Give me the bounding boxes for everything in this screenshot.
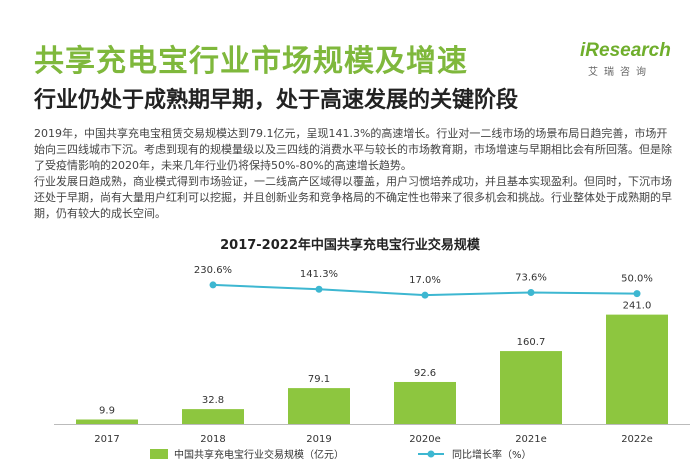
paragraph-1: 2019年，中国共享充电宝租赁交易规模达到79.1亿元，呈现141.3%的高速增…: [34, 127, 672, 172]
growth-label-2019: 141.3%: [300, 269, 338, 280]
iresearch-logo: iResearch 艾瑞咨询: [578, 40, 674, 78]
x-tick-2018: 2018: [200, 434, 225, 445]
growth-label-2020e: 17.0%: [409, 275, 441, 286]
legend-bar-swatch: [150, 449, 168, 459]
page-title: 共享充电宝行业市场规模及增速: [34, 44, 468, 79]
growth-label-2018: 230.6%: [194, 265, 232, 276]
bar-label-2022e: 241.0: [623, 301, 652, 312]
legend-bar-label: 中国共享充电宝行业交易规模（亿元）: [174, 448, 344, 461]
logo-text: iResearch: [580, 40, 671, 61]
bar-2021e: [500, 351, 562, 424]
growth-point-2019: [315, 285, 323, 293]
legend-line-marker: [427, 450, 435, 458]
bar-label-2019: 79.1: [308, 374, 330, 385]
growth-point-2018: [209, 281, 217, 289]
paragraph-2: 行业发展日趋成熟，商业模式得到市场验证，一二线高产区域得以覆盖，用户习惯培养成功…: [34, 175, 672, 220]
legend-line-label: 同比增长率（%）: [452, 448, 532, 461]
x-tick-2019: 2019: [306, 434, 331, 445]
growth-label-2021e: 73.6%: [515, 272, 547, 283]
x-tick-2017: 2017: [94, 434, 119, 445]
bar-2017: [76, 419, 138, 424]
growth-label-2022e: 50.0%: [621, 274, 653, 285]
bar-2019: [288, 388, 350, 424]
chart: 9.9 2017 32.8 2018 79.1 2019 92.6 2020e 160.7 202…: [54, 265, 690, 461]
bar-2022e: [606, 314, 668, 424]
bar-label-2018: 32.8: [202, 395, 224, 406]
bar-2018: [182, 409, 244, 424]
chart-title: 2017-2022年中国共享充电宝行业交易规模: [220, 238, 480, 253]
bar-label-2021e: 160.7: [517, 337, 546, 348]
growth-point-2022e: [633, 290, 641, 298]
growth-point-2021e: [527, 288, 535, 296]
bar-2020e: [394, 381, 456, 424]
x-tick-2021e: 2021e: [515, 434, 547, 445]
logo-subtext: 艾瑞咨询: [588, 67, 652, 78]
bar-label-2020e: 92.6: [414, 368, 436, 379]
description-text: 2019年，中国共享充电宝租赁交易规模达到79.1亿元，呈现141.3%的高速增…: [34, 126, 674, 222]
x-tick-2022e: 2022e: [621, 434, 653, 445]
bar-label-2017: 9.9: [99, 406, 115, 417]
growth-point-2020e: [421, 291, 429, 299]
page-subtitle: 行业仍处于成熟期早期，处于高速发展的关键阶段: [34, 88, 519, 113]
x-tick-2020e: 2020e: [409, 434, 441, 445]
